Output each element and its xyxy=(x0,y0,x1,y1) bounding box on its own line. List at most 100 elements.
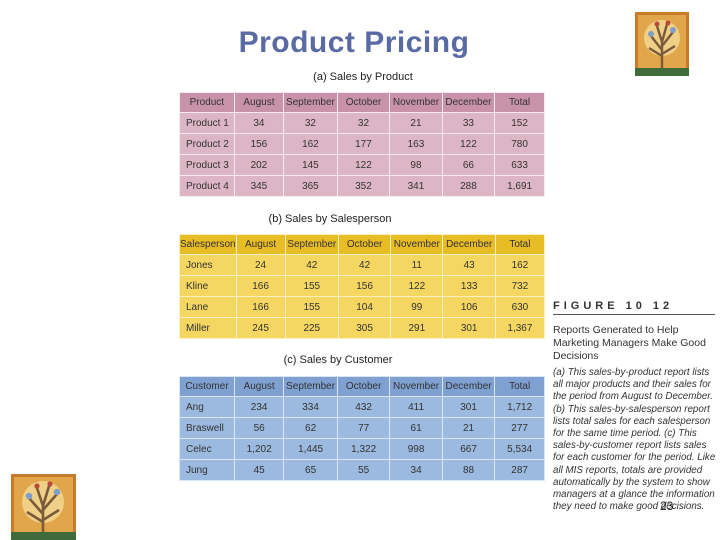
column-header: December xyxy=(442,234,496,255)
table-cell: 152 xyxy=(494,112,545,134)
column-header: October xyxy=(338,234,392,255)
table-cell: 56 xyxy=(233,417,285,439)
table-cell: 62 xyxy=(283,417,338,439)
column-header: Salesperson xyxy=(179,234,237,255)
column-header: October xyxy=(336,376,391,397)
table-cell: 33 xyxy=(441,112,496,134)
table-cell: 341 xyxy=(389,175,443,197)
table-row: Kline 166 155 156 122 133 732 xyxy=(179,275,546,297)
column-header: Product xyxy=(179,92,235,113)
column-header: Total xyxy=(494,234,546,255)
column-header: December xyxy=(441,92,496,113)
table-cell: 301 xyxy=(442,317,496,339)
column-header: September xyxy=(283,92,338,113)
table-cell: Product 2 xyxy=(179,133,235,155)
table-cell: 365 xyxy=(283,175,338,197)
table-cell: Braswell xyxy=(179,417,235,439)
sales-by-customer-table: Customer August September October November De… xyxy=(179,376,545,481)
table-row: Product 3 202 145 122 98 66 633 xyxy=(179,154,545,176)
table-cell: Kline xyxy=(179,275,237,297)
column-header: Total xyxy=(494,376,545,397)
table-cell: Product 3 xyxy=(179,154,235,176)
table-cell: 162 xyxy=(283,133,338,155)
table-cell: 133 xyxy=(442,275,496,297)
table-cell: 1,691 xyxy=(494,175,545,197)
table-b-caption: (b) Sales by Salesperson xyxy=(268,213,392,225)
table-cell: 88 xyxy=(441,459,496,481)
table-cell: 65 xyxy=(283,459,338,481)
table-cell: 166 xyxy=(235,275,286,297)
column-header: November xyxy=(389,92,443,113)
column-header: November xyxy=(389,376,443,397)
figure-description: (a) This sales-by-product report lists a… xyxy=(553,367,716,513)
table-cell: 61 xyxy=(389,417,443,439)
table-cell: 66 xyxy=(441,154,496,176)
column-header: October xyxy=(336,92,391,113)
column-header: November xyxy=(390,234,444,255)
table-cell: 155 xyxy=(284,296,340,318)
table-cell: 998 xyxy=(389,438,443,460)
table-cell: 305 xyxy=(338,317,392,339)
table-cell: 106 xyxy=(442,296,496,318)
table-cell: 11 xyxy=(390,254,444,276)
table-cell: Jung xyxy=(179,459,235,481)
table-cell: 122 xyxy=(441,133,496,155)
table-cell: 166 xyxy=(235,296,286,318)
table-cell: 156 xyxy=(233,133,285,155)
table-cell: 155 xyxy=(284,275,340,297)
table-cell: 432 xyxy=(336,396,391,418)
table-cell: 287 xyxy=(494,459,545,481)
table-cell: 1,712 xyxy=(494,396,545,418)
table-row: Miller 245 225 305 291 301 1,367 xyxy=(179,317,546,339)
table-cell: 21 xyxy=(389,112,443,134)
table-cell: 277 xyxy=(494,417,545,439)
table-row: Lane 166 155 104 99 106 630 xyxy=(179,296,546,318)
table-cell: 42 xyxy=(284,254,340,276)
table-cell: 234 xyxy=(233,396,285,418)
table-cell: 411 xyxy=(389,396,443,418)
header-row: Product August September October November Dec… xyxy=(179,92,545,113)
table-cell: 5,534 xyxy=(494,438,545,460)
table-cell: 202 xyxy=(233,154,285,176)
table-cell: 334 xyxy=(283,396,338,418)
table-cell: Product 1 xyxy=(179,112,235,134)
table-cell: Jones xyxy=(179,254,237,276)
table-cell: 1,322 xyxy=(336,438,391,460)
table-cell: 145 xyxy=(283,154,338,176)
table-cell: 42 xyxy=(338,254,392,276)
page-number: 23 xyxy=(660,499,674,513)
table-cell: 34 xyxy=(233,112,285,134)
tree-logo-icon xyxy=(635,12,689,76)
table-cell: 225 xyxy=(284,317,340,339)
table-cell: Product 4 xyxy=(179,175,235,197)
table-cell: 21 xyxy=(441,417,496,439)
table-cell: 288 xyxy=(441,175,496,197)
column-header: December xyxy=(441,376,496,397)
table-cell: 122 xyxy=(336,154,391,176)
table-cell: 301 xyxy=(441,396,496,418)
table-a-caption: (a) Sales by Product xyxy=(313,71,413,83)
table-cell: 780 xyxy=(494,133,545,155)
table-row: Braswell 56 62 77 61 21 277 xyxy=(179,417,545,439)
table-cell: 352 xyxy=(336,175,391,197)
table-cell: 1,202 xyxy=(233,438,285,460)
sales-by-salesperson-table: Salesperson August September October Novembe… xyxy=(179,234,546,339)
table-cell: 77 xyxy=(336,417,391,439)
table-cell: 1,445 xyxy=(283,438,338,460)
table-cell: 667 xyxy=(441,438,496,460)
table-cell: 24 xyxy=(235,254,286,276)
table-cell: 98 xyxy=(389,154,443,176)
header-row: Salesperson August September October Novembe… xyxy=(179,234,546,255)
figure-divider xyxy=(553,314,715,315)
column-header: September xyxy=(283,376,338,397)
table-row: Product 1 34 32 32 21 33 152 xyxy=(179,112,545,134)
table-cell: 1,367 xyxy=(494,317,546,339)
table-row: Product 2 156 162 177 163 122 780 xyxy=(179,133,545,155)
table-cell: 163 xyxy=(389,133,443,155)
table-row: Ang 234 334 432 411 301 1,712 xyxy=(179,396,545,418)
table-cell: 156 xyxy=(338,275,392,297)
table-cell: 177 xyxy=(336,133,391,155)
table-cell: 45 xyxy=(233,459,285,481)
table-cell: 633 xyxy=(494,154,545,176)
column-header: August xyxy=(233,376,285,397)
